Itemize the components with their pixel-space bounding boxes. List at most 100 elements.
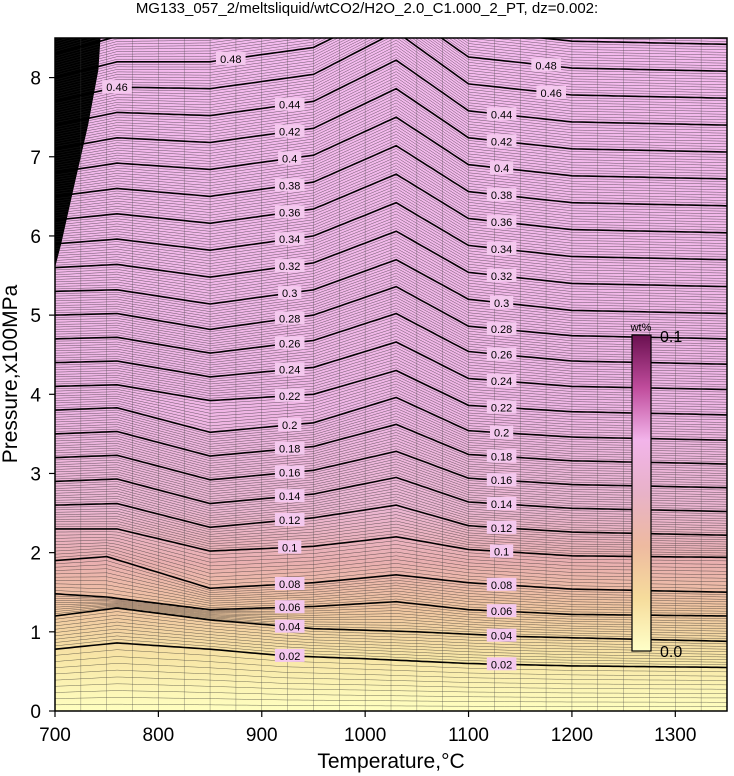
high-concentration-corner: [55, 38, 101, 268]
minor-contour: [55, 38, 727, 81]
contour-label-bg: [490, 544, 514, 558]
contour-label-bg: [486, 215, 517, 229]
y-tick-label: 5: [30, 306, 41, 327]
contour-label-bg: [531, 58, 561, 72]
colorbar-max-label: 0.1: [660, 329, 682, 346]
contour-label-bg: [274, 311, 305, 325]
contour-label: 0.12: [491, 523, 512, 535]
y-tick-label: 0: [30, 702, 41, 723]
minor-contour: [55, 38, 727, 95]
y-tick-label: 4: [30, 385, 41, 406]
contour-label: 0.46: [106, 82, 127, 94]
x-tick-label: 1100: [448, 725, 489, 746]
contour-label-bg: [274, 178, 305, 192]
minor-contour: [55, 38, 727, 52]
contour-line: [55, 116, 727, 180]
contour-label: 0.28: [491, 324, 512, 336]
contour-label-bg: [490, 295, 514, 309]
y-tick-label: 2: [30, 544, 41, 565]
contour-label: 0.36: [279, 207, 300, 219]
contour-label-bg: [486, 268, 517, 282]
contour-label: 0.04: [491, 631, 512, 643]
contour-label-bg: [490, 161, 514, 175]
contour-line: [55, 642, 727, 669]
contour-label: 0.28: [279, 313, 300, 325]
minor-contour: [55, 38, 727, 88]
contour-label-bg: [486, 134, 517, 148]
contour-label: 0.48: [220, 54, 241, 66]
contour-line: [55, 528, 727, 559]
contour-line: [55, 607, 727, 643]
contour-label: 0.08: [491, 580, 512, 592]
contour-label: 0.3: [494, 298, 509, 310]
contour-label-bg: [274, 388, 305, 402]
contour-label-bg: [274, 232, 305, 246]
contour-label-bg: [278, 286, 302, 300]
minor-contour: [55, 38, 727, 90]
contour-label-bg: [486, 322, 517, 336]
contour-label: 0.16: [279, 468, 300, 480]
contour-label-bg: [274, 205, 305, 219]
contour-line: [55, 258, 727, 315]
contour-line: [55, 38, 727, 103]
contour-line: [55, 173, 727, 234]
minor-contour: [55, 0, 727, 37]
contour-label: 0.44: [279, 100, 300, 112]
contour-label: 0.1: [282, 542, 297, 554]
minor-contour: [55, 38, 727, 76]
x-tick-label: 1000: [344, 725, 386, 746]
contour-label-bg: [274, 336, 305, 350]
x-tick-label: 800: [143, 725, 175, 746]
contour-line: [55, 312, 727, 365]
contour-line: [55, 38, 727, 79]
contour-line: [55, 59, 727, 126]
x-axis-label: Temperature,°C: [317, 750, 464, 773]
contour-label: 0.02: [279, 651, 300, 663]
contour-label-bg: [278, 540, 302, 554]
contour-label-bg: [486, 400, 517, 414]
contour-line: [55, 476, 727, 513]
contour-line: [55, 396, 727, 441]
contour-line: [55, 369, 727, 416]
contour-label: 0.24: [491, 376, 512, 388]
minor-contour: [55, 38, 727, 71]
contour-line: [55, 38, 727, 55]
contour-label: 0.48: [535, 60, 556, 72]
corner-fill: [55, 38, 101, 268]
minor-contour: [55, 38, 727, 83]
contour-label: 0.18: [279, 444, 300, 456]
contour-label-bg: [274, 513, 305, 526]
contour-label-bg: [486, 242, 517, 255]
contour-line: [55, 87, 727, 153]
contour-label-bg: [490, 425, 514, 439]
contour-label: 0.46: [540, 88, 561, 100]
contour-label: 0.06: [279, 602, 300, 614]
y-tick-label: 3: [30, 464, 41, 485]
contour-label-bg: [274, 600, 305, 614]
minor-contour: [55, 38, 727, 64]
minor-contour: [55, 38, 727, 69]
contour-label: 0.22: [279, 391, 300, 403]
x-tick-label: 700: [39, 725, 71, 746]
minor-contour: [55, 0, 727, 35]
contour-label-bg: [486, 577, 517, 591]
minor-contour: [55, 38, 70, 43]
contour-label-bg: [274, 465, 305, 479]
contour-line: [55, 555, 727, 593]
y-tick-label: 1: [30, 623, 41, 644]
contour-label: 0.24: [279, 365, 300, 377]
contour-label: 0.22: [491, 402, 512, 414]
contour-label-bg: [274, 97, 305, 111]
contour-label-bg: [536, 85, 566, 99]
y-tick-label: 7: [30, 148, 41, 169]
y-tick-label: 8: [30, 69, 41, 90]
contour-label-bg: [278, 418, 302, 431]
x-tick-label: 1300: [654, 725, 696, 746]
contour-label: 0.4: [282, 154, 297, 166]
contour-label: 0.06: [491, 606, 512, 618]
contour-label-bg: [274, 259, 305, 273]
colorbar-min-label: 0.0: [660, 644, 682, 661]
contour-label: 0.04: [279, 622, 300, 634]
contour-label-bg: [278, 151, 302, 165]
minor-contour: [55, 38, 727, 97]
